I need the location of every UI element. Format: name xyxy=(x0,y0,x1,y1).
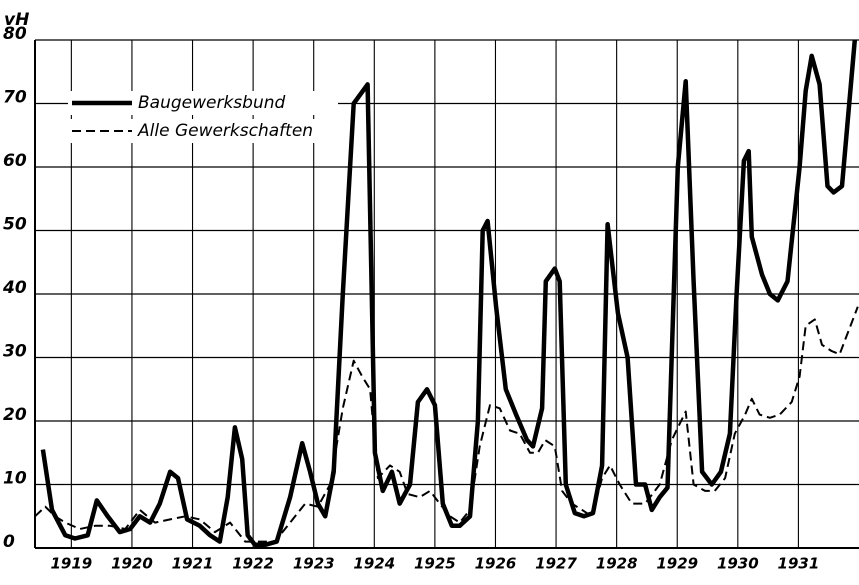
x-tick-label: 1927 xyxy=(535,555,577,573)
y-tick-label: 20 xyxy=(3,405,27,425)
legend-label: Alle Gewerkschaften xyxy=(137,121,313,141)
x-tick-label: 1923 xyxy=(293,555,335,573)
y-tick-label: 60 xyxy=(3,151,27,171)
x-tick-label: 1921 xyxy=(172,555,214,573)
y-tick-label: 30 xyxy=(3,342,27,362)
x-tick-label: 1919 xyxy=(50,555,92,573)
y-tick-label: 80 xyxy=(3,24,27,44)
y-tick-label: 0 xyxy=(3,532,15,552)
x-tick-label: 1924 xyxy=(353,555,395,573)
x-tick-label: 1931 xyxy=(778,555,820,573)
legend-bg xyxy=(68,119,338,143)
y-axis-label: vH xyxy=(4,10,29,30)
x-tick-label: 1930 xyxy=(717,555,759,573)
x-tick-label: 1926 xyxy=(475,555,517,573)
y-tick-label: 40 xyxy=(2,278,27,298)
x-tick-label: 1928 xyxy=(596,555,638,573)
legend-label: Baugewerksbund xyxy=(138,93,285,113)
line-series xyxy=(40,39,858,548)
line-series xyxy=(34,306,859,543)
x-tick-label: 1925 xyxy=(414,555,456,573)
x-tick-label: 1929 xyxy=(656,555,698,573)
y-tick-label: 50 xyxy=(3,215,27,235)
y-tick-label: 10 xyxy=(3,469,27,489)
y-tick-label: 70 xyxy=(3,88,27,108)
x-tick-label: 1920 xyxy=(111,555,153,573)
x-tick-label: 1922 xyxy=(232,555,274,573)
